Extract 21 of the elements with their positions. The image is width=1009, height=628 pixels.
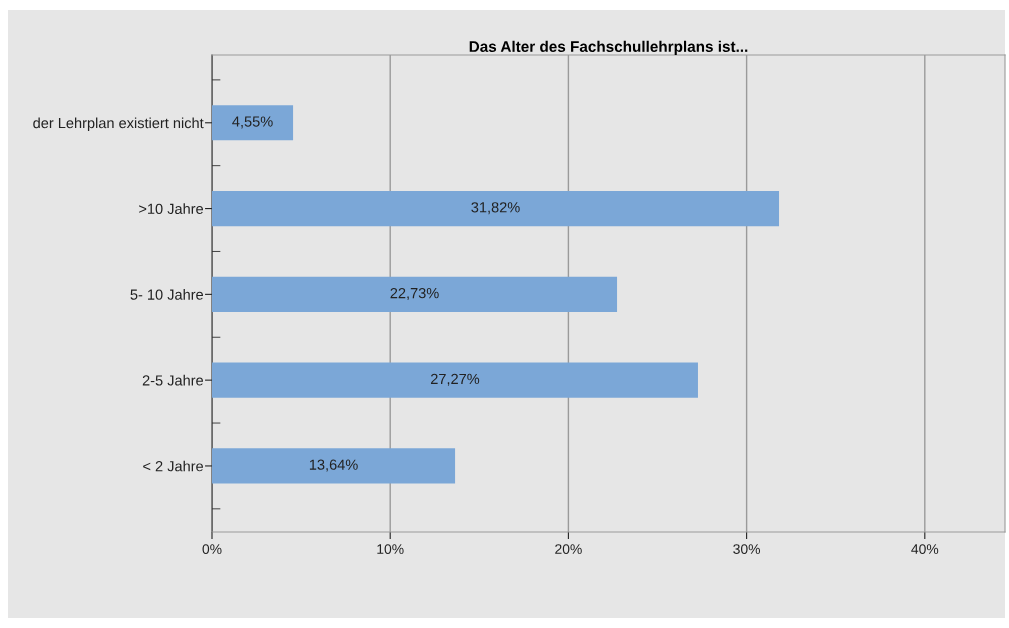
y-tick-label: 5- 10 Jahre — [130, 289, 204, 300]
bar — [212, 276, 618, 312]
x-tick-label: 10% — [377, 544, 404, 555]
y-tick-label: der Lehrplan existiert nicht — [33, 117, 204, 132]
y-tick-label: < 2 Jahre — [143, 460, 204, 472]
data-label: 22,73% — [390, 287, 439, 300]
y-tick-label: >10 Jahre — [139, 203, 204, 214]
data-label: 27,27% — [430, 373, 480, 386]
bar — [212, 190, 780, 227]
data-label: 13,64% — [309, 459, 358, 472]
data-label: 31,82% — [471, 202, 520, 215]
bar — [212, 448, 456, 484]
x-tick-label: 0% — [202, 544, 222, 555]
bar — [212, 362, 698, 398]
x-tick-label: 20% — [555, 544, 582, 555]
x-tick-label: 40% — [911, 544, 939, 555]
y-tick-label: 2-5 Jahre — [142, 374, 204, 386]
data-label: 4,55% — [232, 116, 273, 129]
bar — [212, 105, 294, 141]
chart-title: Das Alter des Fachschullehrplans ist... — [469, 40, 748, 55]
x-tick-label: 30% — [733, 544, 761, 555]
